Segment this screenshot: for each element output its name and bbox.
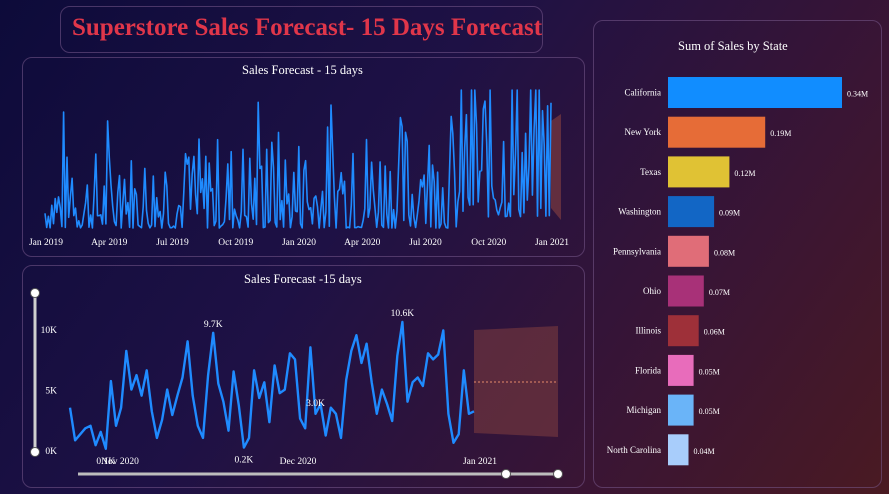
x-tick-label: Jan 2021 <box>463 457 497 467</box>
x-tick-label: Apr 2019 <box>91 238 127 248</box>
bar-pennsylvania <box>668 235 709 267</box>
chart-title-daily: Sales Forecast - 15 days <box>242 63 363 77</box>
bar-california <box>668 77 842 108</box>
category-label: Florida <box>635 365 661 375</box>
x-tick-label: Jul 2020 <box>409 238 442 248</box>
category-label: New York <box>624 127 661 137</box>
daily-line-chart: Jan 2019 Apr 2019 Jul 2019 Oct 2019 Jan 2020… <box>29 89 569 248</box>
category-label: Texas <box>640 167 661 177</box>
y-tick-label: 5K <box>45 387 57 397</box>
forecast-band <box>551 114 561 220</box>
bar-ohio <box>668 275 704 307</box>
bar-value-label: 0.19M <box>770 129 791 138</box>
horizontal-slider-handle-right[interactable] <box>553 469 563 479</box>
data-label: 10.6K <box>391 309 415 319</box>
bar-michigan <box>668 394 694 426</box>
bar-value-label: 0.34M <box>847 90 868 99</box>
horizontal-slider-handle-left[interactable] <box>501 469 511 479</box>
sales-line <box>44 89 552 229</box>
sales-line <box>68 320 475 450</box>
category-label: Michigan <box>627 405 662 415</box>
bar-value-label: 0.09M <box>719 209 740 218</box>
bar-value-label: 0.08M <box>714 248 735 257</box>
forecast-line-chart: 0K 5K 10K Nov 2020 Dec 2020 Jan 2021 0.1K 9.7K 0… <box>41 309 558 467</box>
x-tick-label: Jan 2020 <box>282 238 316 248</box>
vertical-slider-handle-bottom[interactable] <box>30 447 40 457</box>
state-bar-chart: California 0.34M New York 0.19M Texas 0.12M Wa… <box>607 77 868 466</box>
x-tick-label: Jul 2019 <box>156 238 189 248</box>
range-slider[interactable] <box>30 288 563 479</box>
sales-forecast-15days-card: Sales Forecast -15 days <box>22 265 585 488</box>
category-label: Washington <box>618 207 661 217</box>
category-label: North Carolina <box>607 445 661 455</box>
bar-value-label: 0.07M <box>709 288 730 297</box>
bar-washington <box>668 196 715 228</box>
chart-title-15days: Sales Forecast -15 days <box>244 272 362 286</box>
data-label: 0.2K <box>234 456 253 466</box>
bar-value-label: 0.12M <box>734 169 755 178</box>
data-label: 3.0K <box>306 399 325 409</box>
bar-value-label: 0.05M <box>699 367 720 376</box>
vertical-slider-handle-top[interactable] <box>30 288 40 298</box>
bar-illinois <box>668 315 699 347</box>
x-tick-label: Oct 2020 <box>471 238 506 248</box>
x-tick-label: Apr 2020 <box>344 238 380 248</box>
sales-by-state-card: Sum of Sales by State <box>593 20 882 488</box>
bar-value-label: 0.05M <box>699 407 720 416</box>
y-tick-label: 0K <box>45 447 57 457</box>
bar-north-carolina <box>668 434 689 466</box>
bar-value-label: 0.06M <box>704 328 725 337</box>
x-tick-label: Dec 2020 <box>280 457 317 467</box>
bar-texas <box>668 156 730 188</box>
data-label: 9.7K <box>204 320 223 330</box>
category-label: Illinois <box>635 326 661 336</box>
sales-forecast-daily-card: Sales Forecast - 15 days <box>22 57 585 257</box>
x-tick-label: Nov 2020 <box>101 457 139 467</box>
x-tick-label: Jan 2019 <box>29 238 63 248</box>
bar-value-label: 0.04M <box>693 447 714 456</box>
page-title: Superstore Sales Forecast- 15 Days Forec… <box>72 14 543 41</box>
y-tick-label: 10K <box>41 326 58 336</box>
category-label: Pennsylvania <box>613 246 661 256</box>
category-label: California <box>625 88 662 98</box>
chart-title-states: Sum of Sales by State <box>678 39 788 53</box>
title-card: Superstore Sales Forecast- 15 Days Forec… <box>60 6 543 53</box>
category-label: Ohio <box>643 286 662 296</box>
bar-new-york <box>668 116 766 148</box>
bar-florida <box>668 354 694 386</box>
data-label: 0.1K <box>96 457 115 467</box>
x-tick-label: Oct 2019 <box>218 238 253 248</box>
x-tick-label: Jan 2021 <box>535 238 569 248</box>
